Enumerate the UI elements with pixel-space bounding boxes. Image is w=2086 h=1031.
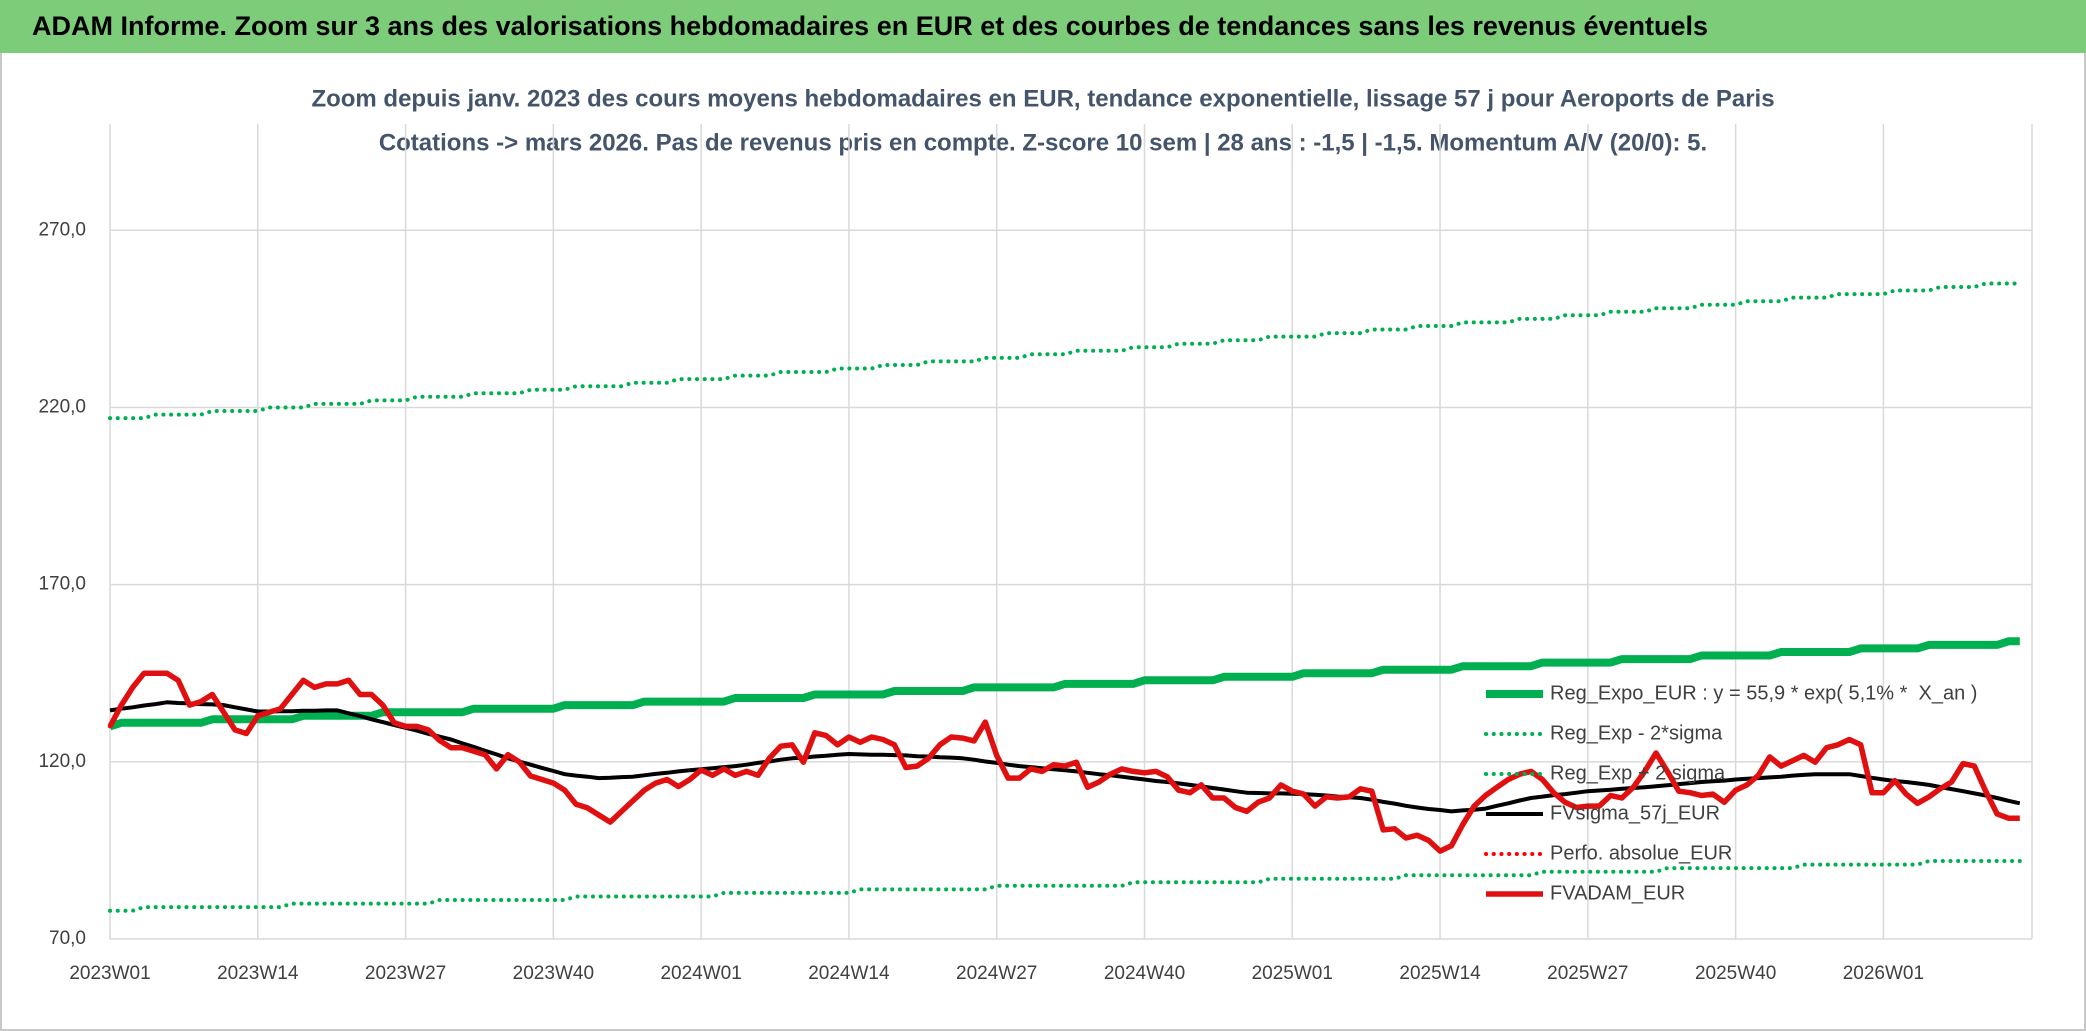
x-tick-label: 2025W14 bbox=[1399, 963, 1481, 984]
chart-subtitle: Cotations -> mars 2026. Pas de revenus p… bbox=[379, 129, 1707, 156]
y-tick-label: 270,0 bbox=[38, 219, 86, 240]
series-line bbox=[108, 281, 2022, 421]
x-tick-label: 2023W40 bbox=[513, 963, 594, 984]
legend-label: Reg_Exp + 2 sigma bbox=[1550, 762, 1726, 784]
x-tick-label: 2026W01 bbox=[1843, 963, 1924, 984]
x-tick-label: 2024W27 bbox=[956, 963, 1037, 984]
x-tick-label: 2024W14 bbox=[808, 963, 890, 984]
series-line bbox=[109, 700, 2021, 814]
y-tick-label: 220,0 bbox=[38, 396, 86, 417]
y-tick-label: 170,0 bbox=[38, 574, 86, 595]
x-tick-label: 2024W01 bbox=[660, 963, 741, 984]
legend-label: FVADAM_EUR bbox=[1550, 882, 1685, 904]
x-tick-label: 2023W01 bbox=[69, 963, 150, 984]
chart-title: ADAM Informe. Zoom sur 3 ans des valoris… bbox=[32, 11, 1708, 41]
chart-subtitle: Zoom depuis janv. 2023 des cours moyens … bbox=[311, 85, 1774, 112]
x-tick-label: 2023W27 bbox=[365, 963, 446, 984]
x-tick-label: 2023W14 bbox=[217, 963, 299, 984]
series-line bbox=[108, 637, 2020, 731]
header-bar bbox=[0, 0, 2086, 53]
legend-label: Perfo. absolue_EUR bbox=[1550, 842, 1732, 864]
series-line bbox=[107, 670, 2020, 854]
legend-label: Reg_Expo_EUR : y = 55,9 * exp( 5,1% * X_… bbox=[1550, 682, 1977, 704]
x-tick-label: 2025W01 bbox=[1252, 963, 1333, 984]
x-tick-label: 2025W27 bbox=[1547, 963, 1628, 984]
legend-label: Reg_Exp - 2*sigma bbox=[1550, 722, 1723, 744]
y-tick-label: 70,0 bbox=[49, 928, 86, 949]
x-tick-label: 2024W40 bbox=[1104, 963, 1185, 984]
legend-label: FVsigma_57j_EUR bbox=[1550, 802, 1720, 824]
y-tick-label: 120,0 bbox=[38, 751, 86, 772]
x-tick-label: 2025W40 bbox=[1695, 963, 1776, 984]
